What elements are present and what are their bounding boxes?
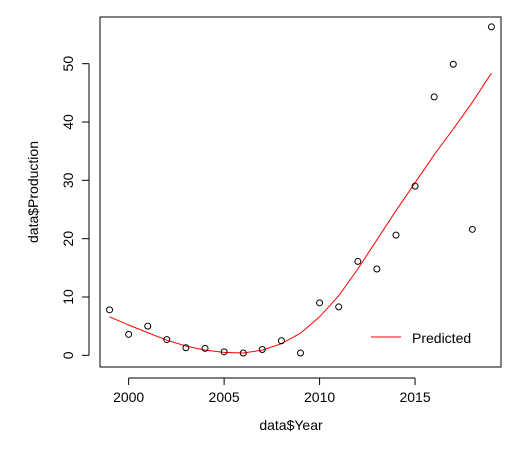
data-point bbox=[335, 303, 343, 311]
data-point bbox=[125, 330, 133, 338]
data-point bbox=[487, 23, 495, 31]
fit-curve-layer bbox=[109, 72, 492, 354]
data-point bbox=[277, 337, 285, 345]
x-tick-label: 2015 bbox=[399, 389, 430, 405]
data-point bbox=[163, 336, 171, 344]
y-tick-label: 40 bbox=[60, 114, 76, 130]
data-point bbox=[144, 322, 152, 330]
data-point bbox=[106, 306, 114, 314]
x-tick-label: 2000 bbox=[113, 389, 144, 405]
legend-label-predicted: Predicted bbox=[412, 330, 471, 346]
points-layer bbox=[106, 23, 495, 357]
x-tick-label: 2005 bbox=[209, 389, 240, 405]
legend: Predicted bbox=[371, 330, 471, 346]
y-tick-label: 20 bbox=[60, 231, 76, 247]
data-point bbox=[354, 257, 362, 265]
data-point bbox=[468, 225, 476, 233]
data-point bbox=[392, 231, 400, 239]
data-point bbox=[430, 93, 438, 101]
data-point bbox=[239, 349, 247, 357]
x-axis: 2000 2005 2010 2015 bbox=[113, 377, 431, 405]
data-point bbox=[182, 344, 190, 352]
y-axis-title: data$Production bbox=[25, 141, 41, 243]
data-point bbox=[449, 60, 457, 68]
data-point bbox=[411, 182, 419, 190]
y-tick-label: 0 bbox=[60, 351, 76, 359]
y-axis: 0 10 20 30 40 50 bbox=[60, 56, 90, 359]
y-tick-label: 50 bbox=[60, 56, 76, 72]
predicted-line bbox=[109, 72, 492, 354]
data-point bbox=[201, 344, 209, 352]
x-tick-label: 2010 bbox=[304, 389, 335, 405]
plot-frame bbox=[99, 16, 502, 368]
y-tick-label: 30 bbox=[60, 172, 76, 188]
data-point bbox=[297, 349, 304, 357]
data-point bbox=[316, 299, 324, 307]
data-point bbox=[220, 348, 228, 356]
data-point bbox=[258, 346, 266, 353]
y-tick-label: 10 bbox=[60, 289, 76, 305]
x-axis-title: data$Year bbox=[259, 417, 323, 433]
data-point bbox=[373, 265, 381, 273]
